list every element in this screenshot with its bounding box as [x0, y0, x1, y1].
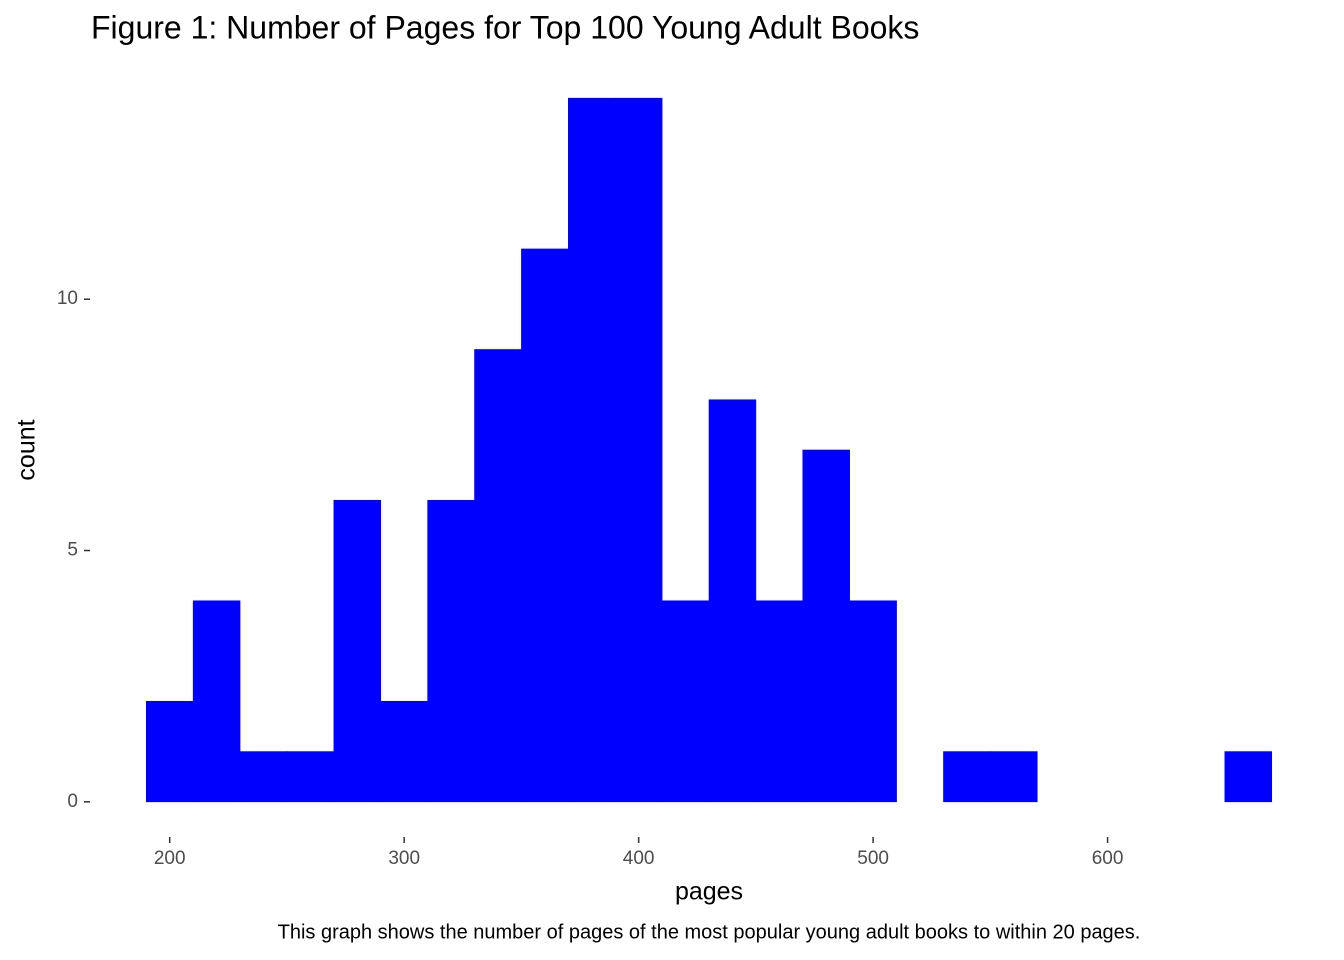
- bar: [192, 600, 241, 803]
- bar: [614, 97, 663, 803]
- bar: [755, 600, 804, 803]
- bar: [708, 399, 757, 803]
- bar: [474, 349, 522, 803]
- x-tick-label: 500: [857, 848, 889, 869]
- bar: [943, 751, 991, 803]
- x-tick-label: 200: [154, 848, 186, 869]
- bar: [990, 751, 1038, 803]
- x-tick-label: 300: [388, 848, 420, 869]
- x-axis-label: pages: [675, 878, 743, 906]
- y-tick-label: 0: [67, 791, 78, 812]
- bar: [286, 751, 335, 803]
- caption: This graph shows the number of pages of …: [278, 921, 1141, 943]
- bar: [380, 700, 428, 803]
- bar: [239, 751, 288, 803]
- bar: [661, 600, 710, 803]
- chart-title: Figure 1: Number of Pages for Top 100 Yo…: [91, 9, 919, 45]
- y-tick-label: 10: [57, 288, 78, 309]
- bar: [849, 600, 897, 803]
- bar: [1224, 751, 1273, 803]
- bar: [145, 700, 194, 803]
- y-tick-label: 5: [67, 540, 78, 561]
- bar: [427, 499, 475, 803]
- y-axis-label: count: [13, 419, 41, 480]
- x-tick-label: 400: [623, 848, 655, 869]
- x-tick-label: 600: [1092, 848, 1124, 869]
- bar: [333, 499, 382, 803]
- bar: [568, 97, 616, 803]
- bar: [802, 449, 850, 803]
- bar: [521, 248, 569, 803]
